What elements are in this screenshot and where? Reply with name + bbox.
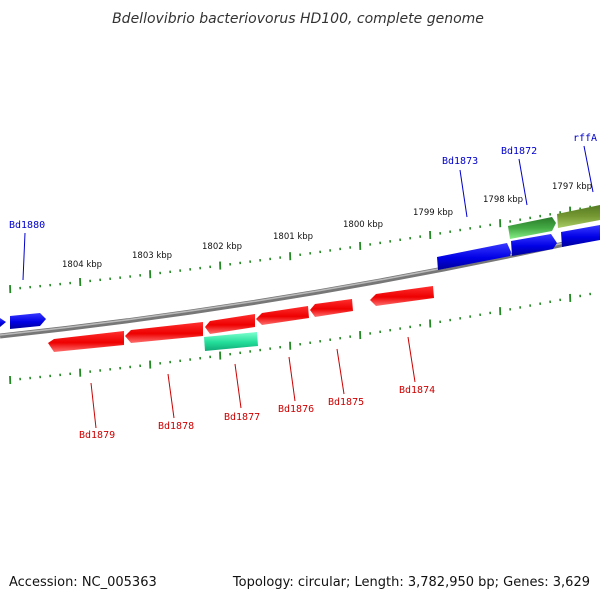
- gene-bd1877[interactable]: [205, 314, 255, 334]
- gene-labels-reverse: Bd1879 Bd1878 Bd1877 Bd1876 Bd1875 Bd187…: [79, 385, 435, 441]
- accession-text: Accession: NC_005363: [9, 575, 157, 590]
- gene-bd1877-rna[interactable]: [204, 332, 258, 351]
- map-title: Bdellovibrio bacteriovorus HD100, comple…: [112, 11, 484, 27]
- upper-tick-track: [9, 205, 592, 294]
- gene-bd1872[interactable]: [511, 234, 557, 256]
- kbp-label: 1801 kbp: [273, 232, 313, 242]
- gene-labels-forward: Bd1880 Bd1873 Bd1872 rffA: [9, 133, 597, 231]
- kbp-scale: 1804 kbp 1803 kbp 1802 kbp 1801 kbp 1800…: [62, 182, 592, 270]
- kbp-label: 1800 kbp: [343, 220, 383, 230]
- gene-label-bd1877[interactable]: Bd1877: [224, 412, 260, 423]
- gene-label-bd1878[interactable]: Bd1878: [158, 421, 194, 432]
- gene-rffA[interactable]: [561, 225, 600, 247]
- kbp-label: 1799 kbp: [413, 208, 453, 218]
- forward-strand-genes: [0, 205, 600, 329]
- label-leader-lines: [22, 145, 594, 429]
- gene-bd1875[interactable]: [310, 299, 353, 317]
- gene-bd1873[interactable]: [437, 243, 511, 270]
- gene-label-bd1880[interactable]: Bd1880: [9, 220, 45, 231]
- gene-bd1880[interactable]: [10, 313, 46, 329]
- kbp-label: 1798 kbp: [483, 195, 523, 205]
- gene-bd1878[interactable]: [125, 322, 203, 343]
- gene-label-bd1874[interactable]: Bd1874: [399, 385, 435, 396]
- gene-label-bd1872[interactable]: Bd1872: [501, 146, 537, 157]
- gene-bd1876[interactable]: [256, 306, 309, 325]
- gene-bd1874[interactable]: [370, 286, 434, 306]
- genome-summary: Topology: circular; Length: 3,782,950 bp…: [232, 575, 590, 590]
- reverse-strand-genes: [48, 286, 434, 352]
- gene-feature-green[interactable]: [508, 217, 556, 239]
- gene-rffA-feature[interactable]: [557, 205, 600, 228]
- kbp-label: 1802 kbp: [202, 242, 242, 252]
- gene-label-bd1876[interactable]: Bd1876: [278, 404, 314, 415]
- gene-bd1880[interactable]: [0, 318, 6, 327]
- gene-bd1879[interactable]: [48, 331, 124, 352]
- gene-label-bd1875[interactable]: Bd1875: [328, 397, 364, 408]
- lower-tick-track: [9, 292, 592, 385]
- kbp-label: 1803 kbp: [132, 251, 172, 261]
- gene-label-bd1879[interactable]: Bd1879: [79, 430, 115, 441]
- kbp-label: 1797 kbp: [552, 182, 592, 192]
- gene-label-bd1873[interactable]: Bd1873: [442, 156, 478, 167]
- kbp-label: 1804 kbp: [62, 260, 102, 270]
- gene-label-rffA[interactable]: rffA: [573, 133, 597, 144]
